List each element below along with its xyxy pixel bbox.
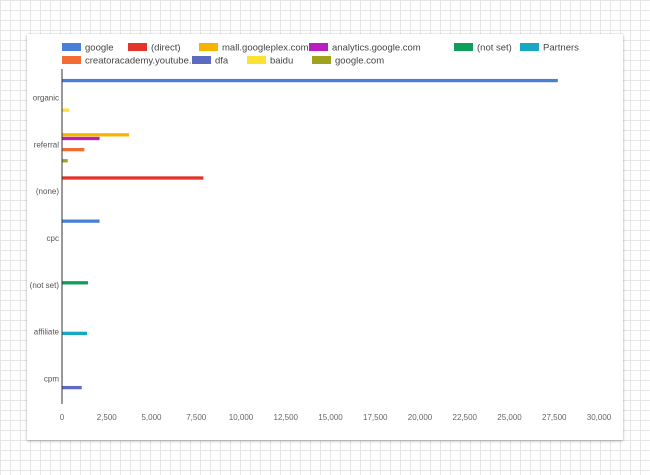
bar-6-7 (62, 385, 82, 390)
x-tick-label-8: 20,000 (408, 413, 433, 422)
bar-1-3 (62, 136, 100, 141)
legend-swatch-5 (520, 43, 539, 51)
legend: google (direct) mall.googleplex.com analyti… (62, 43, 579, 67)
category-label-0: organic (33, 93, 59, 102)
x-axis-ticks: 0 2,500 5,000 7,500 10,000 12,500 15,000 17,500… (60, 413, 612, 422)
x-tick-label-12: 30,000 (587, 413, 612, 422)
category-label-1: referral (34, 140, 60, 149)
legend-label-6: creatoracademy.youtube.com (85, 56, 210, 67)
chart: google (direct) mall.googleplex.com analyti… (30, 43, 612, 423)
legend-swatch-3 (309, 43, 328, 51)
legend-label-0: google (85, 43, 114, 54)
x-tick-label-5: 12,500 (274, 413, 299, 422)
x-tick-label-2: 5,000 (141, 413, 162, 422)
legend-label-5: Partners (543, 43, 579, 54)
legend-swatch-1 (128, 43, 147, 51)
bar-3-0 (62, 219, 100, 223)
x-tick-label-0: 0 (60, 413, 65, 422)
legend-label-7: dfa (215, 56, 229, 67)
x-tick-label-11: 27,500 (542, 413, 567, 422)
bar-5-5 (62, 331, 88, 336)
x-tick-label-7: 17,500 (363, 413, 388, 422)
bar-0-0 (62, 78, 558, 83)
legend-swatch-7 (192, 56, 211, 64)
legend-label-1: (direct) (151, 43, 181, 54)
x-tick-label-1: 2,500 (97, 413, 118, 422)
legend-swatch-9 (312, 56, 331, 64)
bar-2-1 (62, 176, 204, 180)
category-label-4: (not set) (30, 281, 60, 290)
x-tick-label-4: 10,000 (229, 413, 254, 422)
x-tick-label-3: 7,500 (186, 413, 207, 422)
legend-label-3: analytics.google.com (332, 43, 421, 54)
category-label-5: affiliate (34, 328, 60, 337)
bar-1-6 (62, 147, 85, 152)
legend-label-4: (not set) (477, 43, 512, 54)
legend-label-9: google.com (335, 56, 384, 67)
category-label-6: cpm (44, 375, 59, 384)
bar-1-2 (62, 133, 130, 137)
x-tick-label-6: 15,000 (318, 413, 343, 422)
legend-label-8: baidu (270, 56, 293, 67)
legend-swatch-2 (199, 43, 218, 51)
category-label-3: cpc (47, 234, 59, 243)
x-tick-label-10: 25,000 (497, 413, 522, 422)
legend-swatch-4 (454, 43, 473, 51)
x-tick-label-9: 22,500 (453, 413, 478, 422)
legend-label-2: mall.googleplex.com (222, 43, 309, 54)
category-label-2: (none) (36, 187, 59, 196)
category-labels: organic referral (none) cpc (not set) affilia… (30, 93, 60, 383)
legend-swatch-8 (247, 56, 266, 64)
legend-swatch-6 (62, 56, 81, 64)
bars (62, 78, 558, 390)
legend-swatch-0 (62, 43, 81, 51)
bar-0-8 (62, 108, 70, 112)
bar-1-9 (62, 159, 68, 163)
chart-card: google (direct) mall.googleplex.com analyti… (27, 34, 623, 440)
bar-4-4 (62, 281, 88, 285)
